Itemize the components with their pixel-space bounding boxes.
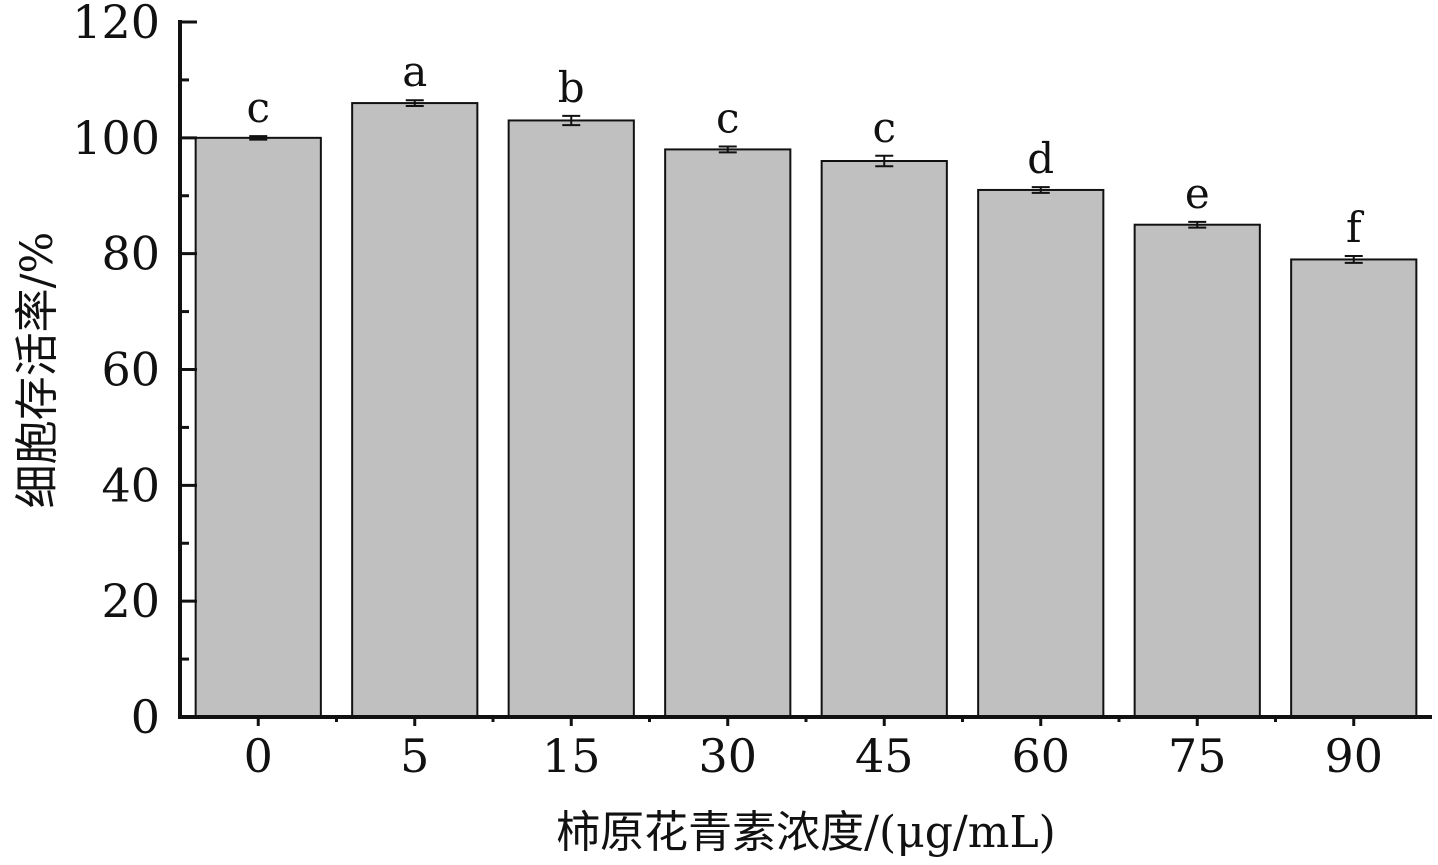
x-tick-label-60: 60 <box>1011 729 1070 783</box>
bars-layer <box>194 102 1418 719</box>
x-tick-label-0: 0 <box>244 729 273 783</box>
significance-label-60: d <box>1027 134 1054 183</box>
x-tick-label-45: 45 <box>855 729 914 783</box>
bar-45 <box>820 160 948 718</box>
significance-label-90: f <box>1346 203 1365 252</box>
bar-5 <box>351 102 479 719</box>
x-tick-label-90: 90 <box>1324 729 1383 783</box>
y-tick-label-80: 80 <box>101 227 160 281</box>
y-tick-label-0: 0 <box>131 690 160 744</box>
x-tick-label-30: 30 <box>698 729 757 783</box>
significance-label-5: a <box>402 47 427 96</box>
y-tick-label-20: 20 <box>101 574 160 628</box>
axes-layer <box>178 20 1432 726</box>
significance-label-75: e <box>1185 169 1210 218</box>
significance-label-45: c <box>872 103 896 152</box>
error-bars-layer <box>249 99 1363 264</box>
x-tick-label-75: 75 <box>1168 729 1227 783</box>
significance-label-15: b <box>558 63 585 112</box>
y-axis-title: 细胞存活率/% <box>12 232 63 509</box>
x-axis-title: 柿原花青素浓度/(μg/mL) <box>556 807 1056 858</box>
bar-60 <box>977 188 1105 719</box>
y-tick-label-120: 120 <box>72 0 160 49</box>
bar-90 <box>1290 258 1418 718</box>
bar-30 <box>664 148 792 718</box>
y-tick-label-60: 60 <box>101 343 160 397</box>
significance-label-0: c <box>246 83 270 132</box>
x-tick-label-5: 5 <box>400 729 429 783</box>
bar-15 <box>507 119 635 719</box>
labels-layer: c 0 a 5 b 15 c 30 c 45 d 60 e 75 f 90 0 20 40 60 80 100 120 <box>72 0 1383 783</box>
y-tick-label-40: 40 <box>101 458 160 512</box>
bar-75 <box>1133 223 1261 718</box>
significance-label-30: c <box>716 94 740 143</box>
y-tick-label-100: 100 <box>72 111 160 165</box>
bar-0 <box>194 136 322 719</box>
x-tick-label-15: 15 <box>542 729 601 783</box>
